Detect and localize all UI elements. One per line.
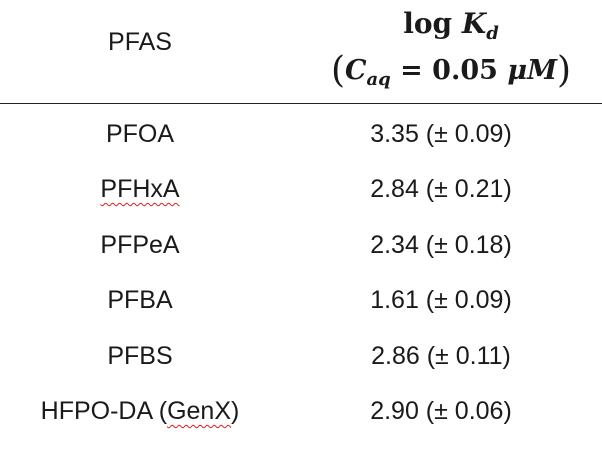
- header-rule: [0, 103, 602, 104]
- header-k: K: [461, 7, 487, 40]
- table-row: HFPO-DA (GenX) 2.90 (± 0.06): [0, 397, 602, 437]
- cell-pfas: PFHxA: [0, 175, 280, 204]
- header-log-kd: log Kd (Caq = 0.05 μM): [300, 6, 602, 93]
- header-concentration-line: (Caq = 0.05 μM): [300, 48, 602, 93]
- spellcheck-word: PFHxA: [100, 175, 180, 203]
- header-c-sub: aq: [366, 68, 391, 90]
- table-row: PFHxA 2.84 (± 0.21): [0, 175, 602, 215]
- header-close-paren: ): [557, 49, 572, 91]
- cell-log-kd: 2.90 (± 0.06): [370, 397, 512, 425]
- cell-pfas: PFOA: [105, 120, 175, 148]
- cell-pfas: PFBA: [107, 286, 173, 314]
- cell-pfas: HFPO-DA (GenX): [0, 397, 280, 426]
- table-row: PFOA 3.35 (± 0.09): [0, 120, 602, 160]
- cell-log-kd: 1.61 (± 0.09): [370, 286, 512, 314]
- spellcheck-word: GenX: [167, 397, 231, 425]
- cell-log-kd: 2.86 (± 0.11): [371, 342, 511, 370]
- header-log-kd-line: log Kd: [300, 6, 602, 46]
- cell-pfas: PFPeA: [100, 231, 180, 259]
- cell-log-kd: 2.34 (± 0.18): [370, 231, 512, 259]
- table-row: PFBS 2.86 (± 0.11): [0, 342, 602, 382]
- header-equals-value: = 0.05: [390, 54, 508, 86]
- header-c: C: [345, 54, 367, 86]
- header-log: log: [403, 7, 453, 40]
- cell-pfas-suffix: ): [231, 397, 240, 425]
- cell-pfas-prefix: HFPO-DA (: [40, 397, 168, 425]
- cell-pfas: PFBS: [107, 342, 173, 370]
- cell-log-kd: 3.35 (± 0.09): [370, 120, 512, 148]
- header-open-paren: (: [330, 49, 345, 91]
- table-row: PFPeA 2.34 (± 0.18): [0, 231, 602, 271]
- header-unit: μM: [507, 54, 557, 86]
- table-row: PFBA 1.61 (± 0.09): [0, 286, 602, 326]
- header-pfas: PFAS: [108, 28, 172, 56]
- header-k-sub: d: [486, 23, 499, 44]
- cell-log-kd: 2.84 (± 0.21): [370, 175, 512, 203]
